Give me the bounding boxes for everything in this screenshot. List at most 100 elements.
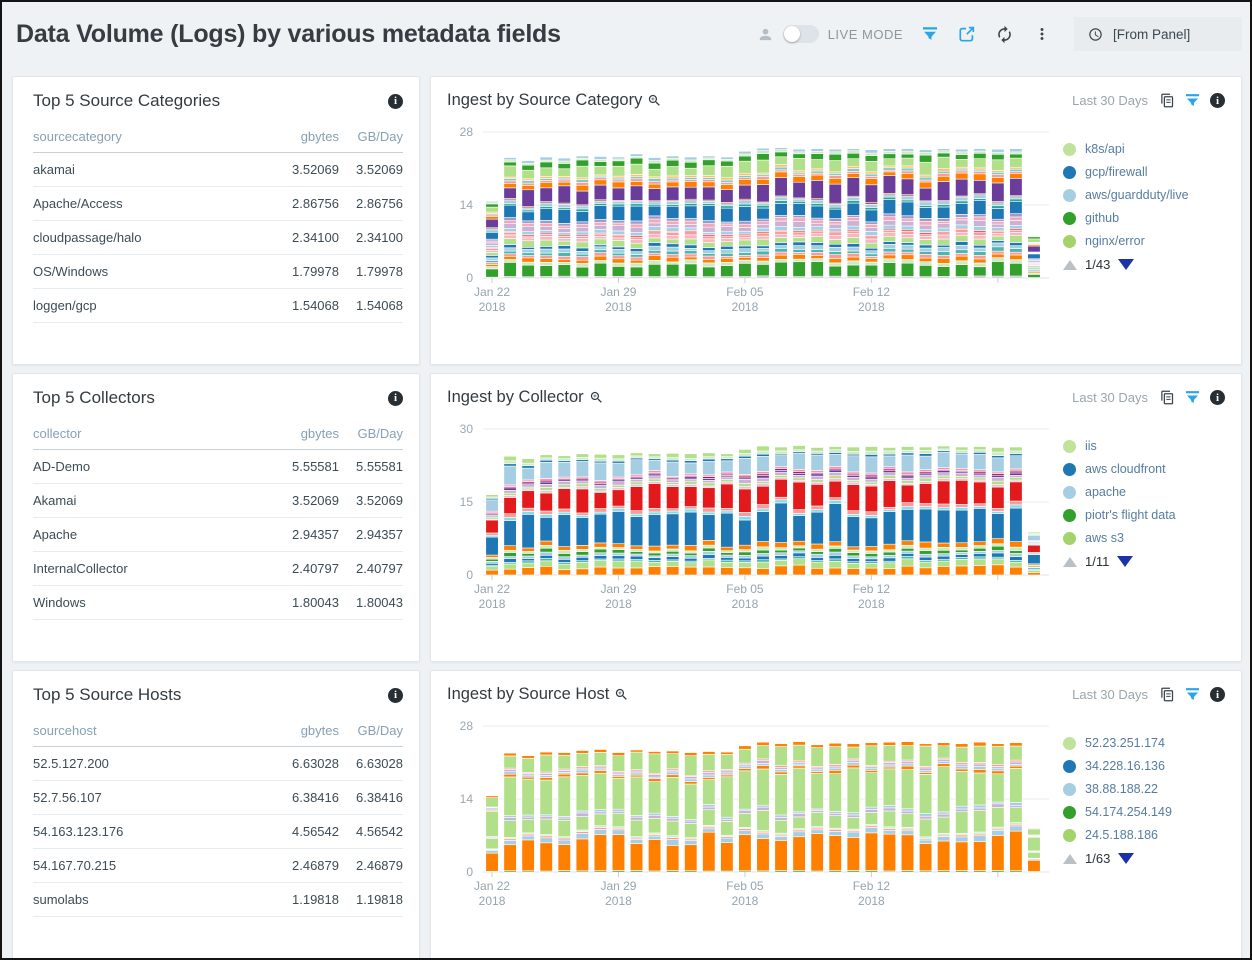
bar-segment[interactable] bbox=[937, 150, 951, 154]
bar-segment[interactable] bbox=[846, 173, 860, 178]
info-icon[interactable] bbox=[388, 93, 403, 109]
bar-segment[interactable] bbox=[846, 237, 860, 244]
bar-segment[interactable] bbox=[955, 765, 969, 770]
bar-segment[interactable] bbox=[684, 545, 698, 552]
bar-segment[interactable] bbox=[611, 240, 626, 248]
bar-segment[interactable] bbox=[1027, 827, 1041, 830]
bar-segment[interactable] bbox=[611, 755, 626, 772]
bar-segment[interactable] bbox=[919, 205, 933, 208]
bar-segment[interactable] bbox=[955, 264, 969, 277]
bar-segment[interactable] bbox=[611, 205, 626, 221]
bar-segment[interactable] bbox=[1009, 201, 1023, 214]
bar-segment[interactable] bbox=[503, 259, 517, 263]
bar-segment[interactable] bbox=[1009, 566, 1023, 576]
bar-segment[interactable] bbox=[882, 833, 897, 872]
bar-segment[interactable] bbox=[1009, 446, 1023, 452]
bar-segment[interactable] bbox=[900, 215, 915, 220]
bar-segment[interactable] bbox=[955, 808, 969, 813]
column-header[interactable]: gbytes bbox=[300, 426, 339, 441]
bar-segment[interactable] bbox=[973, 807, 987, 811]
bar-segment[interactable] bbox=[702, 511, 716, 515]
bar-segment[interactable] bbox=[485, 260, 499, 263]
bar-segment[interactable] bbox=[973, 545, 987, 549]
bar-segment[interactable] bbox=[503, 228, 517, 232]
bar-segment[interactable] bbox=[828, 223, 842, 229]
bar-segment[interactable] bbox=[702, 200, 716, 204]
bar-segment[interactable] bbox=[919, 257, 933, 263]
bar-segment[interactable] bbox=[684, 550, 698, 554]
bar-segment[interactable] bbox=[828, 815, 842, 829]
bar-segment[interactable] bbox=[882, 762, 897, 766]
bar-segment[interactable] bbox=[756, 741, 770, 746]
bar-segment[interactable] bbox=[846, 171, 860, 174]
bar-segment[interactable] bbox=[864, 221, 878, 225]
bar-segment[interactable] bbox=[919, 152, 933, 156]
bar-segment[interactable] bbox=[919, 506, 933, 510]
bar-segment[interactable] bbox=[810, 148, 824, 152]
bar-segment[interactable] bbox=[684, 566, 698, 576]
bar-segment[interactable] bbox=[810, 475, 824, 480]
bar-segment[interactable] bbox=[684, 462, 698, 475]
bar-segment[interactable] bbox=[503, 494, 517, 498]
bar-segment[interactable] bbox=[756, 453, 770, 457]
bar-segment[interactable] bbox=[810, 219, 824, 224]
bar-segment[interactable] bbox=[810, 551, 824, 555]
bar-segment[interactable] bbox=[937, 836, 951, 842]
bar-segment[interactable] bbox=[828, 221, 842, 225]
bar-segment[interactable] bbox=[756, 483, 770, 487]
bar-segment[interactable] bbox=[666, 817, 680, 822]
bar-segment[interactable] bbox=[991, 830, 1005, 836]
bar-segment[interactable] bbox=[792, 158, 806, 172]
bar-segment[interactable] bbox=[900, 555, 915, 560]
show-data-table-icon[interactable] bbox=[1160, 93, 1175, 108]
bar-segment[interactable] bbox=[864, 567, 878, 576]
bar-segment[interactable] bbox=[684, 205, 698, 219]
bar-segment[interactable] bbox=[557, 553, 571, 558]
bar-segment[interactable] bbox=[611, 484, 626, 488]
bar-segment[interactable] bbox=[702, 223, 716, 228]
bar-segment[interactable] bbox=[485, 264, 499, 267]
bar-segment[interactable] bbox=[521, 160, 535, 164]
bar-segment[interactable] bbox=[539, 492, 553, 512]
bar-segment[interactable] bbox=[630, 819, 644, 837]
bar-segment[interactable] bbox=[846, 253, 860, 258]
bar-segment[interactable] bbox=[973, 446, 987, 451]
bar-segment[interactable] bbox=[539, 246, 553, 250]
bar-segment[interactable] bbox=[648, 817, 662, 834]
bar-segment[interactable] bbox=[900, 251, 915, 256]
bar-segment[interactable] bbox=[684, 179, 698, 182]
bar-segment[interactable] bbox=[774, 233, 788, 238]
bar-segment[interactable] bbox=[720, 165, 734, 178]
bar-segment[interactable] bbox=[919, 567, 933, 576]
bar-segment[interactable] bbox=[955, 154, 969, 160]
bar-segment[interactable] bbox=[539, 454, 553, 459]
bar-segment[interactable] bbox=[919, 176, 933, 181]
bar-segment[interactable] bbox=[557, 752, 571, 756]
bar-segment[interactable] bbox=[991, 151, 1005, 155]
bar-segment[interactable] bbox=[684, 483, 698, 487]
bar-segment[interactable] bbox=[937, 170, 951, 174]
bar-segment[interactable] bbox=[937, 566, 951, 576]
bar-segment[interactable] bbox=[702, 772, 716, 776]
bar-segment[interactable] bbox=[666, 159, 680, 167]
bar-segment[interactable] bbox=[991, 205, 1005, 209]
bar-segment[interactable] bbox=[684, 161, 698, 169]
bar-segment[interactable] bbox=[919, 181, 933, 189]
bar-segment[interactable] bbox=[720, 207, 734, 223]
bar-segment[interactable] bbox=[991, 235, 1005, 241]
bar-segment[interactable] bbox=[937, 467, 951, 470]
bar-segment[interactable] bbox=[593, 492, 607, 509]
bar-segment[interactable] bbox=[1009, 504, 1023, 509]
bar-segment[interactable] bbox=[539, 779, 553, 816]
bar-segment[interactable] bbox=[756, 184, 770, 203]
bar-segment[interactable] bbox=[900, 148, 915, 152]
bar-segment[interactable] bbox=[900, 170, 915, 174]
bar-segment[interactable] bbox=[991, 202, 1005, 207]
bar-segment[interactable] bbox=[900, 475, 915, 479]
table-row[interactable]: Windows 1.80043 1.80043 bbox=[33, 586, 403, 620]
bar-segment[interactable] bbox=[575, 461, 589, 478]
bar-segment[interactable] bbox=[828, 160, 842, 173]
bar-segment[interactable] bbox=[846, 516, 860, 548]
bar-segment[interactable] bbox=[1009, 765, 1023, 769]
zoom-in-icon[interactable] bbox=[614, 687, 629, 702]
